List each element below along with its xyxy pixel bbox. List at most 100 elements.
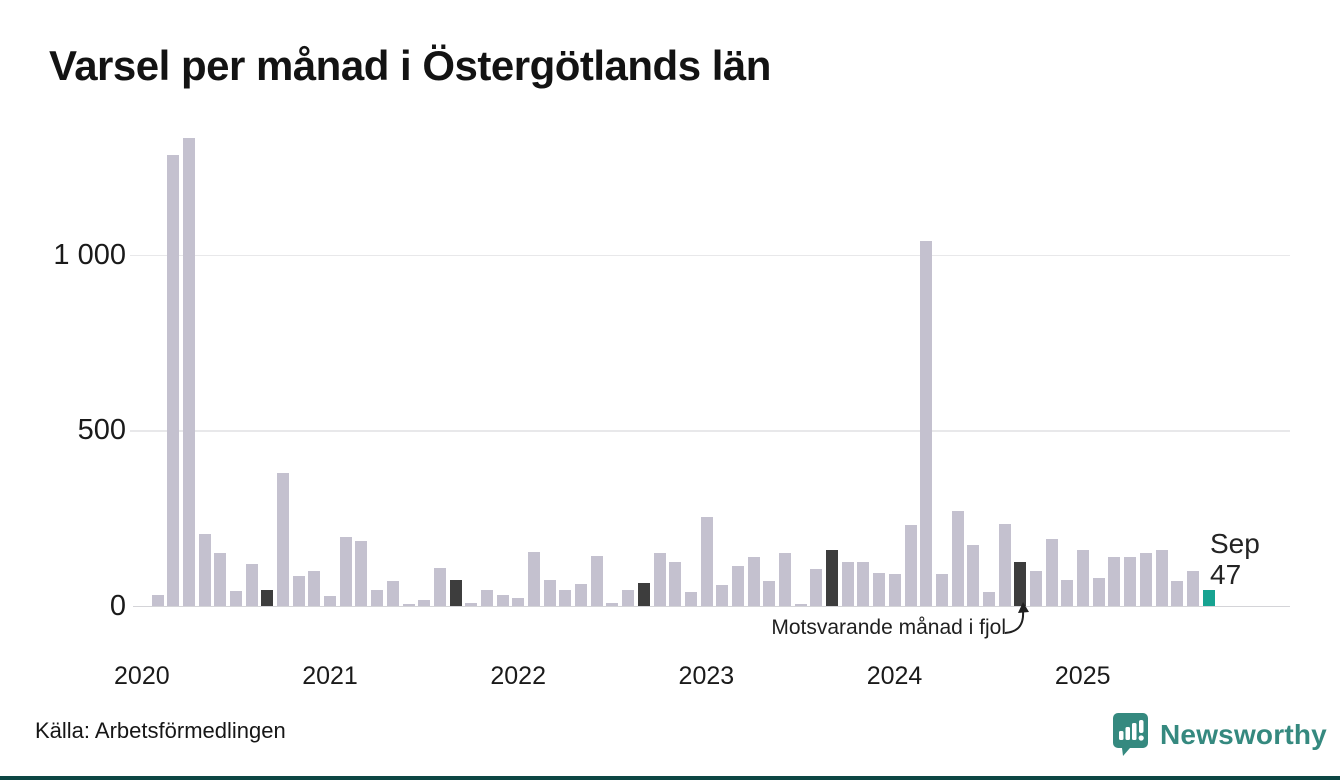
x-tick-label-2020: 2020	[114, 662, 170, 690]
bar-2022-12	[684, 591, 697, 606]
bar-2022-04	[559, 589, 572, 606]
bar-2024-04	[935, 574, 948, 606]
bar-slot	[291, 130, 307, 606]
bar-slot	[652, 130, 668, 606]
bar-slot	[181, 130, 197, 606]
bottom-accent-strip	[0, 776, 1340, 780]
bar-2021-09	[449, 580, 462, 606]
bar-slot	[589, 130, 605, 606]
bar-2025-02	[1092, 577, 1105, 606]
bar-2023-04	[747, 556, 760, 606]
bar-slot	[997, 130, 1013, 606]
bar-slot	[432, 130, 448, 606]
bar-slot	[150, 130, 166, 606]
current-point-label: Sep 47	[1210, 528, 1260, 590]
bar-slot	[197, 130, 213, 606]
bar-slot	[479, 130, 495, 606]
bar-2023-02	[716, 584, 729, 606]
bar-2020-08	[245, 563, 258, 606]
bar-slot	[793, 130, 809, 606]
bar-slot	[667, 130, 683, 606]
bar-2020-10	[277, 472, 290, 606]
bar-2025-09	[1202, 589, 1215, 606]
bar-2023-03	[731, 566, 744, 606]
bar-2022-06	[590, 555, 603, 606]
bar-2023-09	[826, 549, 839, 606]
bar-2020-02	[151, 595, 164, 606]
bar-2024-07	[982, 591, 995, 606]
bar-slot	[1075, 130, 1091, 606]
x-tick-label-2022: 2022	[490, 662, 546, 690]
bar-slot	[1169, 130, 1185, 606]
bar-slot	[699, 130, 715, 606]
bar-slot	[573, 130, 589, 606]
bar-2020-09	[261, 589, 274, 606]
gridline-1000	[130, 254, 1290, 257]
bar-2025-06	[1155, 549, 1168, 606]
bar-slot	[824, 130, 840, 606]
bar-2024-10	[1030, 570, 1043, 606]
brand-logo: Newsworthy	[1112, 712, 1327, 757]
bar-2025-07	[1171, 581, 1184, 606]
bar-slot	[1185, 130, 1201, 606]
bar-slot	[1044, 130, 1060, 606]
bar-slot	[965, 130, 981, 606]
bar-2022-01	[512, 598, 525, 606]
bar-slot	[746, 130, 762, 606]
bar-2025-03	[1108, 556, 1121, 606]
bars	[134, 130, 1216, 606]
brand-name: Newsworthy	[1160, 718, 1327, 750]
x-tick-label-2021: 2021	[302, 662, 358, 690]
bar-2020-11	[292, 576, 305, 606]
bar-slot	[354, 130, 370, 606]
bar-2021-10	[465, 602, 478, 606]
bar-slot	[244, 130, 260, 606]
x-tick-label-2024: 2024	[866, 662, 923, 690]
bar-slot	[165, 130, 181, 606]
bar-2024-05	[951, 511, 964, 606]
bar-2020-04	[182, 137, 195, 606]
bar-2023-10	[841, 562, 854, 606]
bar-2022-11	[669, 561, 682, 606]
bar-2022-08	[622, 589, 635, 606]
bar-2020-06	[214, 553, 227, 606]
bar-2020-03	[167, 155, 180, 606]
bar-2023-12	[873, 572, 886, 606]
bar-2023-06	[779, 553, 792, 606]
current-point-month: Sep	[1210, 528, 1260, 559]
bar-slot	[1013, 130, 1029, 606]
bar-2021-01	[324, 596, 337, 606]
bar-slot	[385, 130, 401, 606]
bar-slot	[1060, 130, 1076, 606]
bar-slot	[777, 130, 793, 606]
bar-slot	[1122, 130, 1138, 606]
bar-slot	[463, 130, 479, 606]
bar-slot	[1091, 130, 1107, 606]
bar-2021-04	[371, 589, 384, 606]
bar-slot	[1107, 130, 1123, 606]
bar-2024-01	[888, 574, 901, 606]
bar-2022-07	[606, 602, 619, 606]
bar-2022-10	[653, 553, 666, 606]
bar-slot	[495, 130, 511, 606]
bar-slot	[683, 130, 699, 606]
bar-slot	[636, 130, 652, 606]
bar-slot	[918, 130, 934, 606]
bar-slot	[1028, 130, 1044, 606]
bar-2021-05	[386, 581, 399, 606]
bar-2021-03	[355, 541, 368, 606]
bar-slot	[981, 130, 997, 606]
bar-2023-11	[857, 562, 870, 606]
bar-2022-02	[528, 551, 541, 606]
bar-slot	[416, 130, 432, 606]
bar-slot	[605, 130, 621, 606]
bar-slot	[887, 130, 903, 606]
bar-2025-01	[1077, 549, 1090, 606]
bar-2021-06	[402, 604, 415, 606]
bar-slot	[307, 130, 323, 606]
bar-2021-11	[480, 589, 493, 606]
bar-slot	[762, 130, 778, 606]
bar-slot	[934, 130, 950, 606]
current-point-value: 47	[1210, 559, 1242, 590]
